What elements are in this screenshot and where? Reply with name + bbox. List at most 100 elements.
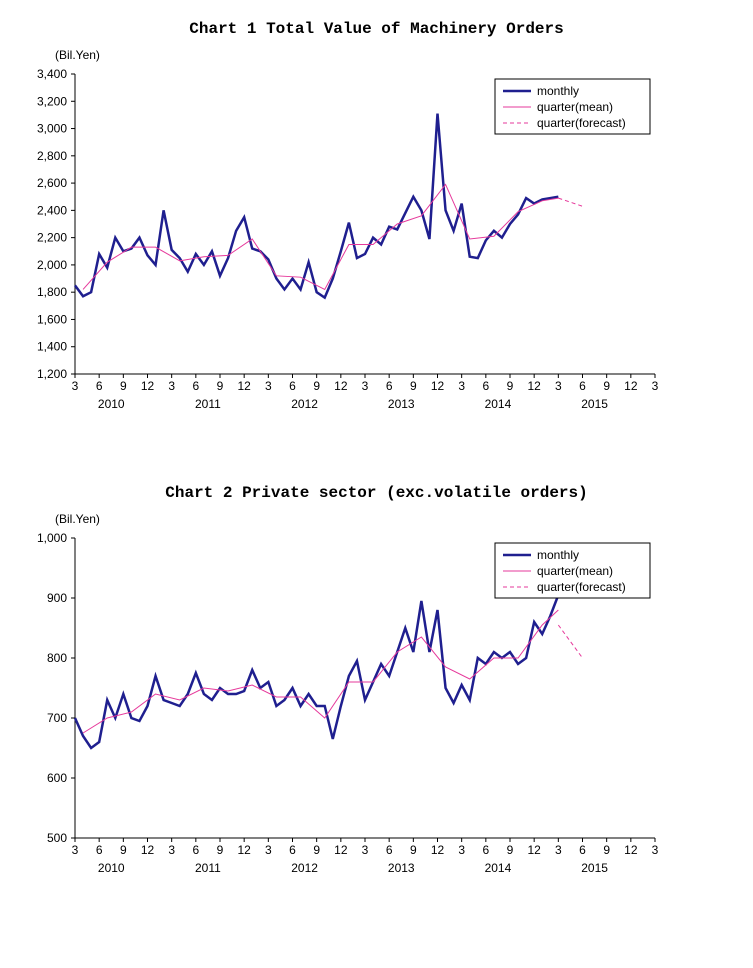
svg-text:3: 3 [555, 843, 562, 857]
svg-text:6: 6 [192, 843, 199, 857]
svg-text:3: 3 [458, 843, 465, 857]
svg-text:12: 12 [624, 843, 638, 857]
svg-text:12: 12 [527, 843, 541, 857]
svg-text:3: 3 [362, 379, 369, 393]
quarter-mean-line [83, 184, 558, 289]
svg-text:2013: 2013 [388, 397, 415, 411]
svg-text:2013: 2013 [388, 861, 415, 875]
svg-text:3: 3 [652, 843, 659, 857]
svg-text:12: 12 [141, 843, 155, 857]
monthly-line [75, 595, 558, 748]
chart-1-title: Chart 1 Total Value of Machinery Orders [20, 20, 733, 38]
svg-text:12: 12 [237, 843, 251, 857]
svg-text:9: 9 [603, 843, 610, 857]
chart-2-plot: 500 600 700 800 900 1,000 3 6 9 12 3 6 9 12 3 6 9 12 3 6 9 12… [20, 528, 733, 898]
quarter-mean-line [83, 610, 558, 733]
svg-text:12: 12 [624, 379, 638, 393]
chart-1-plot: 1,200 1,400 1,600 1,800 2,000 2,200 2,400 2,600… [20, 64, 733, 434]
svg-text:1,400: 1,400 [37, 340, 67, 354]
svg-text:1,200: 1,200 [37, 367, 67, 381]
svg-text:3: 3 [362, 843, 369, 857]
svg-text:9: 9 [313, 843, 320, 857]
svg-text:1,000: 1,000 [37, 531, 67, 545]
svg-text:9: 9 [507, 843, 514, 857]
svg-text:2011: 2011 [195, 861, 221, 875]
svg-text:2010: 2010 [98, 397, 125, 411]
svg-text:900: 900 [47, 591, 67, 605]
svg-text:3: 3 [168, 379, 175, 393]
chart-2-title: Chart 2 Private sector (exc.volatile ord… [20, 484, 733, 502]
svg-text:600: 600 [47, 771, 67, 785]
quarter-forecast-line [558, 625, 582, 658]
svg-text:6: 6 [192, 379, 199, 393]
svg-text:12: 12 [334, 379, 348, 393]
legend-quarter-mean: quarter(mean) [537, 564, 613, 578]
svg-text:2011: 2011 [195, 397, 221, 411]
chart-2-ylabel: (Bil.Yen) [55, 512, 733, 526]
svg-text:12: 12 [431, 843, 445, 857]
svg-text:2015: 2015 [581, 861, 608, 875]
chart-2-container: Chart 2 Private sector (exc.volatile ord… [20, 484, 733, 898]
legend-quarter-mean: quarter(mean) [537, 100, 613, 114]
svg-text:2,600: 2,600 [37, 176, 67, 190]
svg-text:3,400: 3,400 [37, 67, 67, 81]
svg-text:6: 6 [386, 379, 393, 393]
svg-text:6: 6 [579, 379, 586, 393]
svg-text:9: 9 [120, 843, 127, 857]
svg-text:6: 6 [96, 379, 103, 393]
svg-text:6: 6 [289, 843, 296, 857]
svg-text:3: 3 [265, 379, 272, 393]
legend-monthly: monthly [537, 84, 579, 98]
legend-monthly: monthly [537, 548, 579, 562]
svg-text:1,600: 1,600 [37, 312, 67, 326]
svg-text:2,000: 2,000 [37, 258, 67, 272]
svg-text:9: 9 [507, 379, 514, 393]
svg-text:12: 12 [334, 843, 348, 857]
svg-text:9: 9 [217, 379, 224, 393]
legend-quarter-forecast: quarter(forecast) [537, 116, 626, 130]
svg-text:2014: 2014 [485, 861, 512, 875]
svg-text:3,200: 3,200 [37, 94, 67, 108]
svg-text:12: 12 [237, 379, 251, 393]
svg-text:2,200: 2,200 [37, 231, 67, 245]
svg-text:2012: 2012 [291, 861, 318, 875]
svg-text:12: 12 [431, 379, 445, 393]
svg-text:3: 3 [168, 843, 175, 857]
svg-text:3: 3 [458, 379, 465, 393]
svg-text:6: 6 [96, 843, 103, 857]
chart-1-ylabel: (Bil.Yen) [55, 48, 733, 62]
svg-text:6: 6 [386, 843, 393, 857]
monthly-line [75, 114, 558, 298]
svg-text:6: 6 [482, 379, 489, 393]
svg-text:1,800: 1,800 [37, 285, 67, 299]
svg-text:800: 800 [47, 651, 67, 665]
svg-text:6: 6 [482, 843, 489, 857]
svg-text:9: 9 [217, 843, 224, 857]
svg-text:3: 3 [72, 379, 79, 393]
svg-text:2014: 2014 [485, 397, 512, 411]
svg-text:12: 12 [527, 379, 541, 393]
svg-text:2012: 2012 [291, 397, 318, 411]
legend-quarter-forecast: quarter(forecast) [537, 580, 626, 594]
svg-text:2015: 2015 [581, 397, 608, 411]
svg-text:6: 6 [579, 843, 586, 857]
svg-text:2010: 2010 [98, 861, 125, 875]
chart-1-container: Chart 1 Total Value of Machinery Orders … [20, 20, 733, 434]
svg-text:3,000: 3,000 [37, 122, 67, 136]
svg-text:9: 9 [120, 379, 127, 393]
svg-text:3: 3 [72, 843, 79, 857]
svg-text:2,800: 2,800 [37, 149, 67, 163]
svg-text:500: 500 [47, 831, 67, 845]
svg-text:3: 3 [652, 379, 659, 393]
svg-text:3: 3 [265, 843, 272, 857]
svg-text:9: 9 [410, 843, 417, 857]
svg-text:6: 6 [289, 379, 296, 393]
svg-text:3: 3 [555, 379, 562, 393]
svg-text:2,400: 2,400 [37, 203, 67, 217]
svg-text:9: 9 [313, 379, 320, 393]
svg-text:9: 9 [410, 379, 417, 393]
svg-text:9: 9 [603, 379, 610, 393]
quarter-forecast-line [558, 198, 582, 206]
svg-text:700: 700 [47, 711, 67, 725]
svg-text:12: 12 [141, 379, 155, 393]
